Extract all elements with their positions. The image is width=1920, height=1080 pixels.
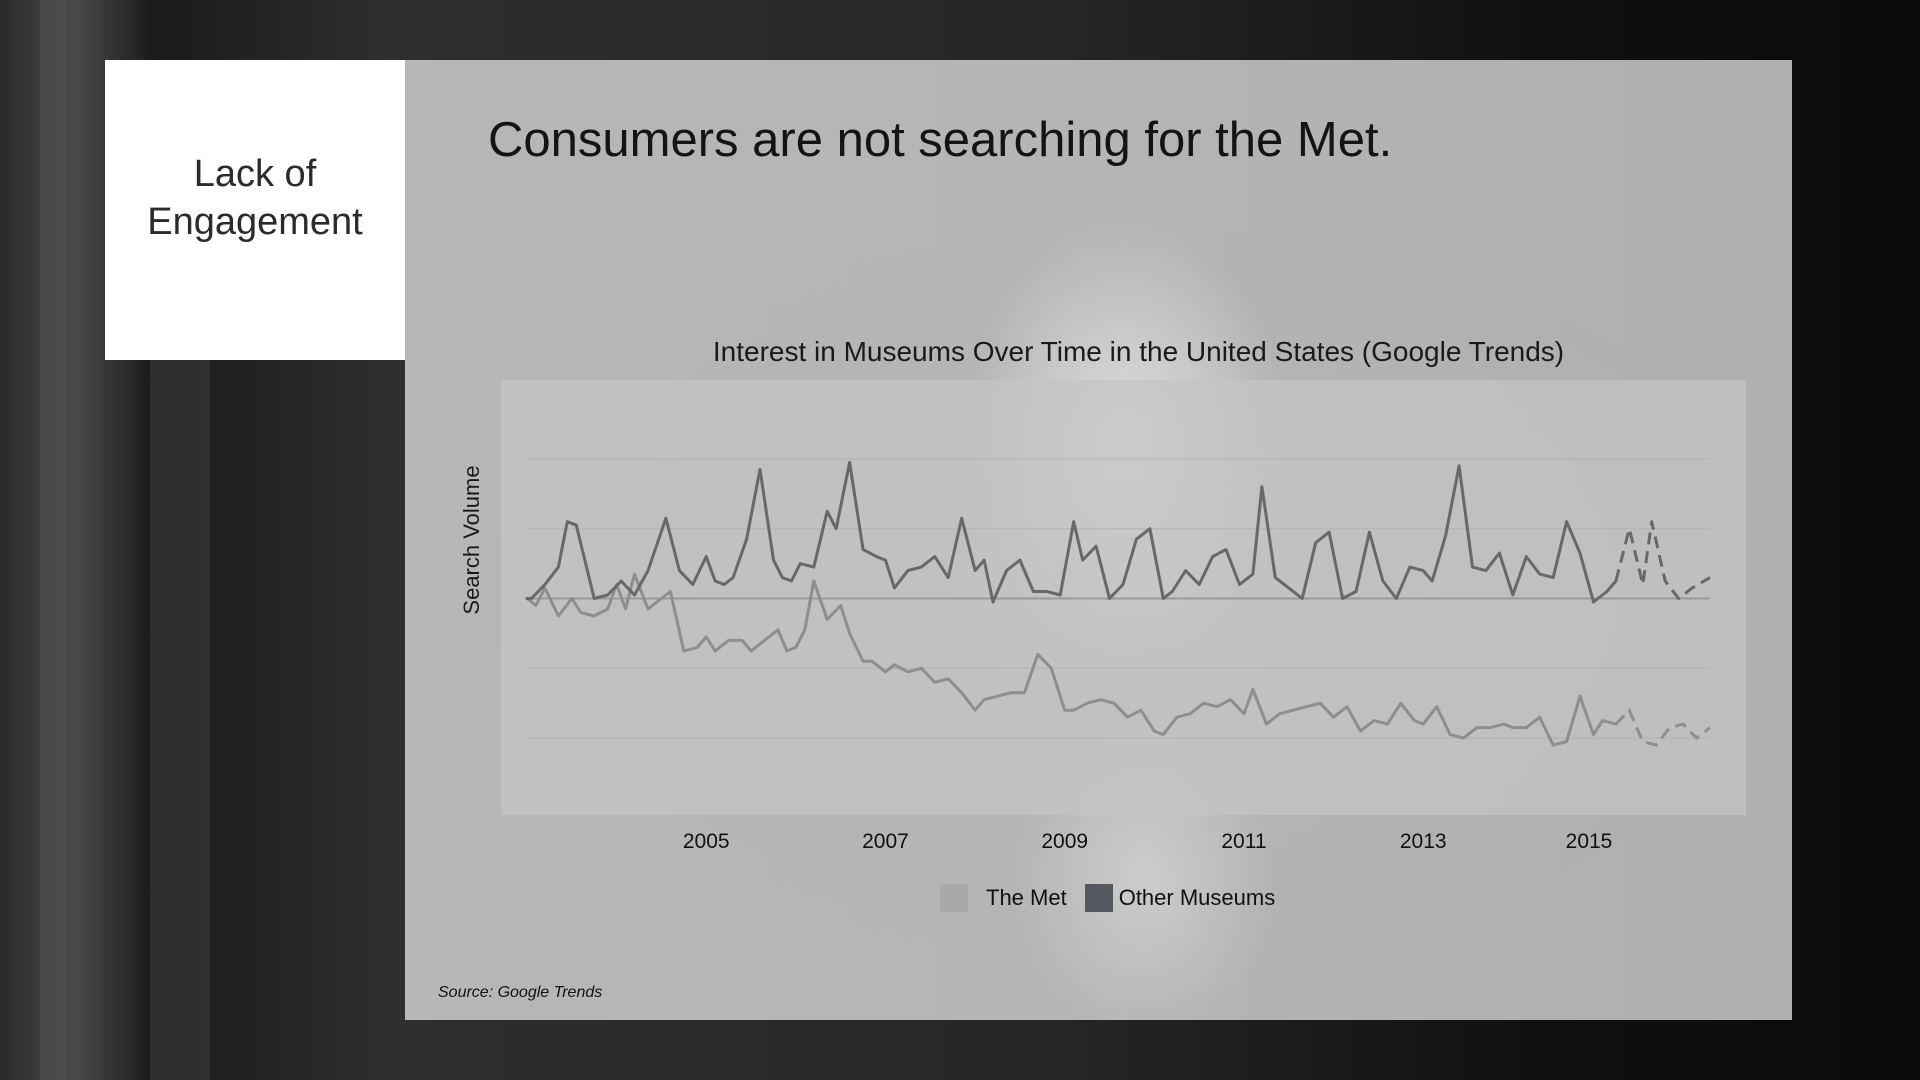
legend-item-the-met: The Met [940, 884, 1067, 912]
legend-label-other-museums: Other Museums [1118, 885, 1276, 910]
series-line-the-met-projected [1614, 708, 1711, 747]
y-axis-label: Search Volume [459, 465, 484, 614]
x-tick-label-2005: 2005 [683, 830, 730, 853]
legend-swatch-the-met [940, 884, 968, 912]
series-line-other-museums [525, 460, 1618, 604]
legend-item-other-museums: Other Museums [1084, 884, 1276, 912]
legend-swatch-other-museums [1084, 884, 1113, 912]
chart-legend: The Met Other Museums [940, 884, 1293, 912]
x-tick-label-2009: 2009 [1041, 830, 1088, 853]
chart-title: Interest in Museums Over Time in the Uni… [712, 336, 1565, 367]
x-tick-label-2007: 2007 [862, 830, 909, 853]
legend-label-the-met: The Met [986, 885, 1067, 910]
x-tick-label-2011: 2011 [1221, 830, 1266, 853]
x-tick-label-2015: 2015 [1566, 830, 1613, 853]
series-line-the-met [525, 572, 1618, 747]
series-line-other-museums-projected [1614, 520, 1711, 600]
source-note: Source: Google Trends [438, 984, 603, 1001]
x-tick-label-2013: 2013 [1400, 830, 1447, 853]
headline: Consumers are not searching for the Met. [488, 113, 1393, 167]
section-card: Lack of Engagement [105, 60, 405, 360]
chart: Search Volume 2005 2007 2009 2011 2013 2015 [459, 380, 1746, 853]
section-label: Lack of Engagement [147, 153, 363, 243]
main-panel: Consumers are not searching for the Met.… [405, 60, 1792, 1020]
